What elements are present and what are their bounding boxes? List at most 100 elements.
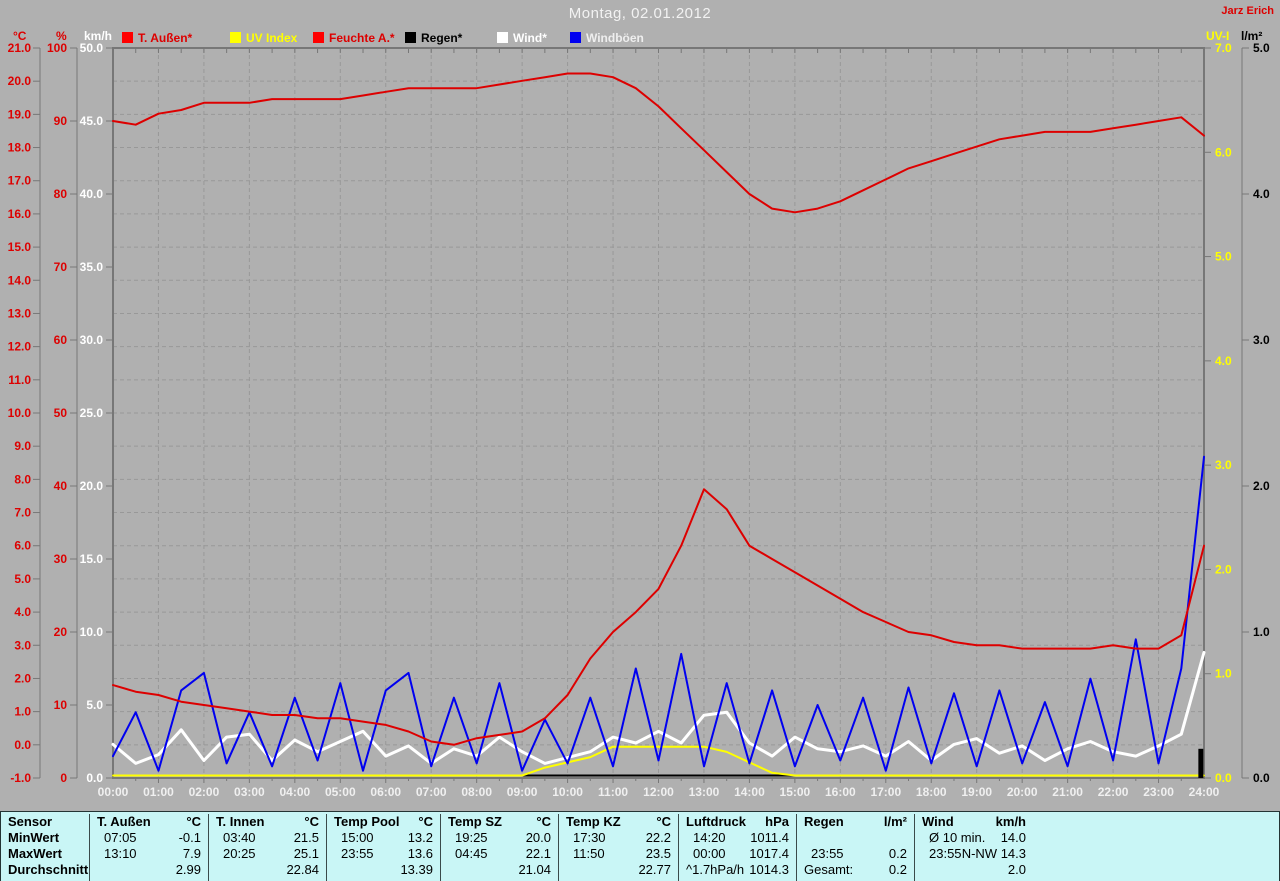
x-tick-label: 03:00 [234,785,265,799]
rain-bar [1198,748,1204,778]
table-col-name: Luftdruck [686,814,746,829]
table-col-name: Temp KZ [566,814,621,829]
tick-label-temp: 15.0 [8,240,32,254]
min-time: 07:05 [104,830,137,845]
tick-label-temp: 7.0 [14,506,31,520]
legend: T. Außen* UV Index Feuchte A.* Regen* Wind* W… [0,0,1280,46]
table-filler [1033,814,1279,881]
tick-label-temp: 3.0 [14,638,31,652]
min-value: 14.0 [1000,830,1026,845]
tick-label-uv: 3.0 [1215,458,1232,472]
tick-label-temp: 4.0 [14,605,31,619]
table-col-unit: °C [536,814,551,829]
tick-label-humidity: 80 [54,187,68,201]
tick-label-temp: 12.0 [8,340,32,354]
avg-value: 13.39 [400,862,433,877]
tick-label-rain: 3.0 [1253,333,1270,347]
min-time: 14:20 [693,830,726,845]
series-windboeen [112,455,1205,772]
legend-label: Feuchte A.* [329,31,395,45]
x-tick-label: 11:00 [598,785,628,799]
x-tick-label: 04:00 [279,785,310,799]
tick-label-humidity: 70 [54,260,68,274]
legend-item: UV Index [230,29,297,45]
x-tick-label: 00:00 [98,785,129,799]
tick-label-wind: 25.0 [80,406,104,420]
avg-label: ^1.7hPa/h [686,862,745,877]
tick-label-wind: 20.0 [80,479,104,493]
max-value: N-NW 14.3 [961,846,1026,861]
table-col-unit: l/m² [883,814,907,829]
avg-value: 22.84 [286,862,319,877]
x-tick-label: 15:00 [780,785,811,799]
author-label: Jarz Erich [1221,5,1274,17]
legend-item: Wind* [497,29,547,45]
x-tick-label: 19:00 [961,785,992,799]
x-tick-label: 21:00 [1052,785,1083,799]
min-time: Ø 10 min. [929,830,986,845]
tick-label-temp: 1.0 [14,705,31,719]
table-column-Wind: Wind km/h Ø 10 min. 14.0 23:55 N-NW 14.3 2.0 [914,814,1033,881]
legend-item: Regen* [405,29,462,45]
legend-label: T. Außen* [138,31,193,45]
tick-label-humidity: 10 [54,698,68,712]
table-column-Luftdruck: Luftdruck hPa 14:20 1011.4 00:00 1017.4 ^1.7hP… [678,814,796,881]
x-tick-label: 05:00 [325,785,356,799]
legend-item: Windböen [570,29,644,45]
x-tick-label: 17:00 [870,785,901,799]
x-tick-label: 02:00 [189,785,220,799]
x-tick-label: 23:00 [1143,785,1174,799]
min-time: 15:00 [341,830,374,845]
table-row-header: MinWert [8,830,60,845]
table-col-unit: km/h [995,814,1026,829]
chart-canvas: 21.0 20.0 19.0 18.0 17.0 16.0 15.0 14.0 13.0 12.0… [8,41,1270,799]
tick-label-humidity: 100 [47,41,67,55]
max-value: 13.6 [407,846,433,861]
tick-label-humidity: 90 [54,114,68,128]
table-col-name: T. Außen [97,814,151,829]
series-uv-index [112,745,1205,777]
tick-label-temp: 13.0 [8,306,32,320]
tick-label-humidity: 60 [54,333,68,347]
x-tick-label: 18:00 [916,785,947,799]
legend-item: Feuchte A.* [313,29,395,45]
x-tick-label: 06:00 [370,785,401,799]
x-tick-label: 01:00 [143,785,174,799]
tick-label-temp: 10.0 [8,406,32,420]
tick-label-temp: 17.0 [8,174,32,188]
stats-table: Sensor MinWert MaxWert Durchschnitt T. A… [0,811,1280,881]
axis-unit-celsius: °C [13,29,27,43]
tick-label-uv: 7.0 [1215,41,1232,55]
tick-label-wind: 0.0 [86,771,103,785]
table-row-header: Durchschnitt [8,862,89,877]
tick-label-wind: 35.0 [80,260,104,274]
max-value: 23.5 [645,846,671,861]
tick-label-temp: 14.0 [8,273,32,287]
min-value: 13.2 [407,830,433,845]
table-col-name: Regen [804,814,844,829]
x-tick-label: 08:00 [461,785,492,799]
x-tick-label: 13:00 [689,785,720,799]
series-t-aussen [112,488,1205,746]
tick-label-temp: 2.0 [14,671,31,685]
table-col-unit: °C [656,814,671,829]
tick-label-uv: 6.0 [1215,145,1232,159]
tick-label-rain: 1.0 [1253,625,1270,639]
tick-label-wind: 5.0 [86,698,103,712]
series-feuchte-aussen [112,72,1205,214]
tick-label-wind: 40.0 [80,187,104,201]
table-col-name: Wind [922,814,954,829]
min-value: 20.0 [525,830,551,845]
avg-value: 1014.3 [749,862,789,877]
avg-label: Gesamt: [804,862,854,877]
table-row-header: Sensor [8,814,53,829]
max-value: 25.1 [293,846,319,861]
tick-label-temp: 9.0 [14,439,31,453]
tick-label-wind: 50.0 [80,41,104,55]
tick-label-temp: 0.0 [14,738,31,752]
tick-label-temp: 20.0 [8,74,32,88]
table-column-T. Außen: T. Außen °C 07:05 -0.1 13:10 7.9 2.99 [89,814,208,881]
tick-label-rain: 0.0 [1253,771,1270,785]
max-time: 04:45 [455,846,488,861]
